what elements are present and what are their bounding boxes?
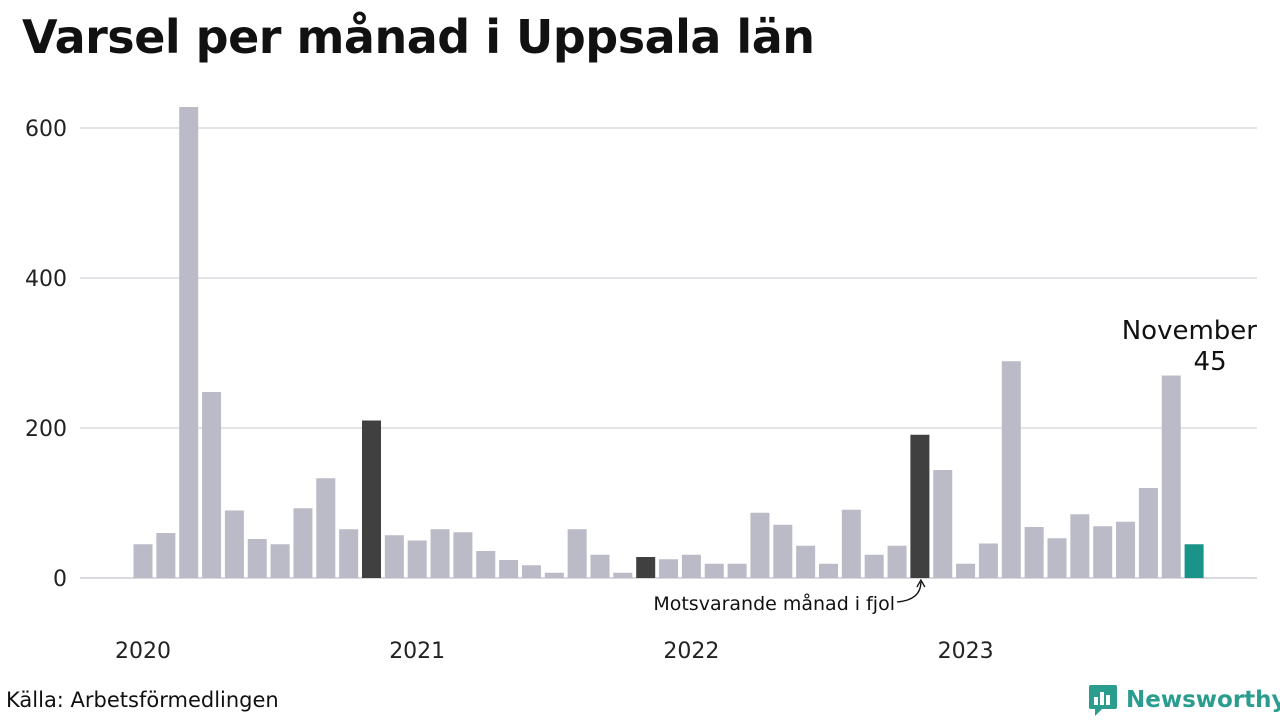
bar-2021-12: [659, 559, 679, 578]
bar-2020-10: [339, 529, 359, 578]
bar-2021-04: [476, 551, 496, 578]
bar-2021-02: [430, 529, 450, 578]
bar-2020-02: [156, 533, 176, 578]
bar-2023-08: [1116, 521, 1136, 578]
bar-2021-03: [453, 532, 473, 578]
bar-2020-01: [133, 544, 153, 578]
bar-2022-05: [773, 524, 793, 578]
bar-2023-02: [978, 543, 998, 578]
bar-2023-04: [1024, 527, 1044, 578]
brand-name: Newsworthy: [1126, 687, 1280, 713]
current-month-value-label: 45: [1194, 347, 1227, 377]
comparison-annotation-arrowhead: [916, 578, 926, 588]
bar-2022-09: [864, 554, 884, 578]
y-tick-label: 200: [25, 417, 67, 442]
bar-2020-09: [316, 478, 336, 578]
bar-2022-01: [681, 554, 701, 578]
bar-2021-01: [407, 540, 427, 578]
chart-title: Varsel per månad i Uppsala län: [22, 10, 815, 64]
bar-2021-08: [567, 529, 587, 578]
bar-2020-12: [384, 535, 404, 578]
bar-2022-08: [841, 509, 861, 578]
x-axis-year-labels: 2020 2021 2022 2023: [115, 639, 994, 664]
bar-2023-09: [1138, 488, 1158, 578]
bar-2021-07: [544, 572, 564, 578]
x-tick-year-label: 2020: [115, 639, 171, 664]
bar-2022-12: [933, 470, 953, 578]
y-tick-label: 600: [25, 117, 67, 142]
bar-2021-10: [613, 572, 633, 578]
x-tick-year-label: 2021: [389, 639, 445, 664]
bar-2020-07: [270, 544, 290, 578]
bars: [133, 107, 1204, 578]
bar-2023-05: [1047, 538, 1067, 578]
comparison-annotation-arrow: [896, 581, 922, 603]
y-tick-label: 0: [53, 567, 67, 592]
bar-2022-03: [727, 563, 747, 578]
bar-2023-11: [1184, 544, 1204, 578]
bar-2023-07: [1093, 526, 1113, 578]
bar-2022-11: [910, 434, 930, 578]
bar-2020-08: [293, 508, 313, 578]
bar-2023-10: [1161, 375, 1181, 578]
current-month-label: November: [1122, 316, 1258, 346]
bar-2023-06: [1070, 514, 1090, 578]
source-note: Källa: Arbetsförmedlingen: [6, 688, 279, 712]
bar-2022-10: [887, 545, 907, 578]
bar-2020-06: [247, 539, 267, 578]
bar-2022-07: [819, 563, 838, 578]
bar-2021-11: [636, 557, 656, 578]
bar-2022-04: [750, 512, 770, 578]
x-tick-year-label: 2023: [938, 639, 994, 664]
bar-2020-11: [362, 420, 381, 578]
comparison-annotation-label: Motsvarande månad i fjol: [653, 592, 895, 615]
bar-2022-06: [796, 545, 816, 578]
brand-logo[interactable]: Newsworthy: [1088, 683, 1280, 717]
bar-2023-01: [956, 563, 976, 578]
y-axis-ticks: 0 200 400 600: [25, 117, 67, 592]
bar-2023-03: [1001, 361, 1021, 578]
bar-2020-04: [202, 392, 222, 578]
bar-2022-02: [704, 563, 724, 578]
bar-2021-05: [499, 560, 519, 578]
y-tick-label: 400: [25, 267, 67, 292]
bar-2021-09: [590, 554, 610, 578]
newsworthy-logo-icon: [1089, 685, 1117, 716]
bar-2020-05: [224, 510, 244, 578]
x-tick-year-label: 2022: [663, 639, 719, 664]
gridlines: [80, 127, 1257, 579]
bar-2021-06: [521, 565, 541, 578]
bar-2020-03: [179, 107, 199, 578]
